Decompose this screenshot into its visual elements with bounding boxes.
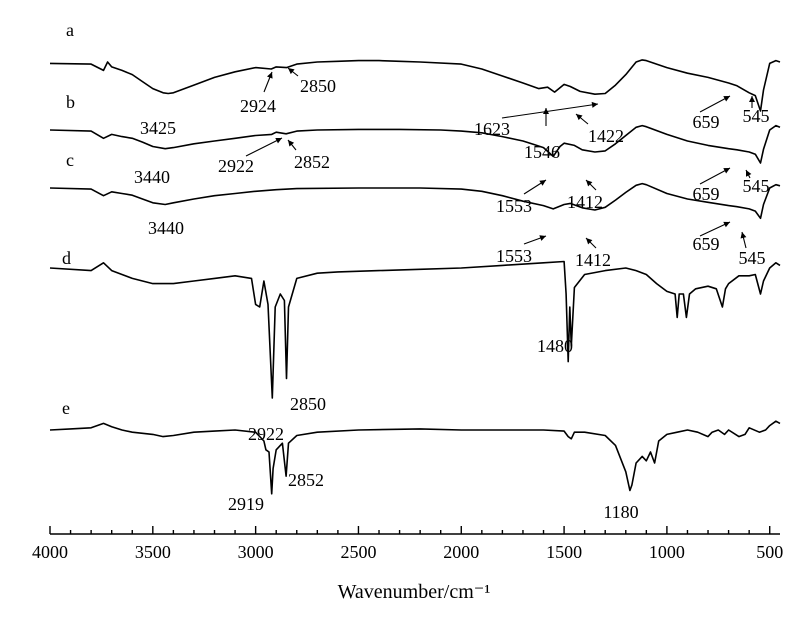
peak-label-a-659: 659 bbox=[693, 112, 720, 132]
peak-arrowhead-b-545 bbox=[746, 170, 752, 177]
peak-arrowhead-b-2922 bbox=[275, 138, 282, 144]
peak-arrowhead-b-659 bbox=[723, 168, 730, 174]
peak-label-c-545: 545 bbox=[739, 248, 766, 268]
spectrum-line-b bbox=[49, 124, 781, 164]
peak-arrow-a-1623 bbox=[501, 103, 599, 119]
peak-label-b-2852: 2852 bbox=[294, 152, 330, 172]
peak-label-a-2924: 2924 bbox=[240, 96, 276, 116]
peak-label-a-2850: 2850 bbox=[300, 76, 336, 96]
peak-arrowhead-c-1553 bbox=[539, 235, 546, 241]
x-tick-label-3500: 3500 bbox=[135, 542, 171, 562]
peak-arrowhead-a-659 bbox=[723, 96, 730, 102]
peak-arrowhead-a-1422 bbox=[576, 114, 583, 121]
peak-arrowhead-a-2924 bbox=[266, 72, 273, 79]
peak-label-d-1480: 1480 bbox=[537, 336, 573, 356]
series-tag-e: e bbox=[62, 398, 70, 418]
peak-label-b-1412: 1412 bbox=[567, 192, 603, 212]
peak-arrowhead-a-2850 bbox=[288, 68, 295, 75]
peak-arrowhead-c-659 bbox=[723, 221, 730, 228]
x-axis-ticks: 4000 3500 3000 2500 2000 1500 1000 500 bbox=[32, 526, 783, 562]
peak-label-b-659: 659 bbox=[693, 184, 720, 204]
spectra-traces bbox=[49, 59, 781, 495]
peak-label-a-1546: 1546 bbox=[524, 142, 560, 162]
peak-label-a-1422: 1422 bbox=[588, 126, 624, 146]
peak-label-b-1553: 1553 bbox=[496, 196, 532, 216]
peak-label-e-2919: 2919 bbox=[228, 494, 264, 514]
peak-label-d-2850: 2850 bbox=[290, 394, 326, 414]
x-tick-label-1500: 1500 bbox=[546, 542, 582, 562]
x-tick-label-2000: 2000 bbox=[443, 542, 479, 562]
x-tick-label-4000: 4000 bbox=[32, 542, 68, 562]
x-tick-label-500: 500 bbox=[756, 542, 783, 562]
peak-label-b-3440: 3440 bbox=[134, 167, 170, 187]
peak-label-b-545: 545 bbox=[743, 176, 770, 196]
peak-label-c-659: 659 bbox=[693, 234, 720, 254]
peak-arrowhead-b-1412 bbox=[586, 180, 593, 187]
peak-label-c-1412: 1412 bbox=[575, 250, 611, 270]
peak-arrowhead-a-1546 bbox=[543, 108, 549, 114]
spectrum-line-e bbox=[49, 420, 781, 495]
peak-label-e-2922: 2922 bbox=[248, 424, 284, 444]
x-axis: 4000 3500 3000 2500 2000 1500 1000 500 bbox=[32, 526, 783, 562]
peak-annotations: 3425 2924 2850 1623 1546 1422 659 545 3440 2922 28… bbox=[134, 67, 770, 522]
peak-arrowhead-b-1553 bbox=[539, 180, 546, 186]
series-letter-tags: a b c d e bbox=[62, 20, 75, 418]
peak-arrowhead-a-1623 bbox=[591, 101, 598, 108]
series-tag-a: a bbox=[66, 20, 74, 40]
series-tag-d: d bbox=[62, 248, 71, 268]
peak-label-e-2852: 2852 bbox=[288, 470, 324, 490]
peak-arrowhead-c-545 bbox=[740, 232, 747, 239]
x-tick-label-2500: 2500 bbox=[340, 542, 376, 562]
peak-arrowhead-b-2852 bbox=[288, 140, 295, 147]
peak-arrowhead-c-1412 bbox=[586, 238, 593, 245]
spectrum-line-d bbox=[49, 260, 781, 399]
x-tick-label-1000: 1000 bbox=[649, 542, 685, 562]
peak-label-b-2922: 2922 bbox=[218, 156, 254, 176]
peak-arrowhead-a-545 bbox=[749, 96, 755, 102]
peak-arrow-b-2922 bbox=[245, 137, 283, 157]
series-tag-c: c bbox=[66, 150, 74, 170]
peak-label-c-1553: 1553 bbox=[496, 246, 532, 266]
peak-label-a-1623: 1623 bbox=[474, 119, 510, 139]
spectrum-line-c bbox=[49, 182, 781, 220]
series-tag-b: b bbox=[66, 92, 75, 112]
x-axis-title: Wavenumber/cm⁻¹ bbox=[338, 581, 491, 603]
peak-label-c-3440: 3440 bbox=[148, 218, 184, 238]
x-tick-label-3000: 3000 bbox=[238, 542, 274, 562]
peak-label-a-3425: 3425 bbox=[140, 118, 176, 138]
spectrum-line-a bbox=[49, 59, 781, 112]
peak-label-e-1180: 1180 bbox=[603, 502, 638, 522]
peak-label-a-545: 545 bbox=[743, 106, 770, 126]
